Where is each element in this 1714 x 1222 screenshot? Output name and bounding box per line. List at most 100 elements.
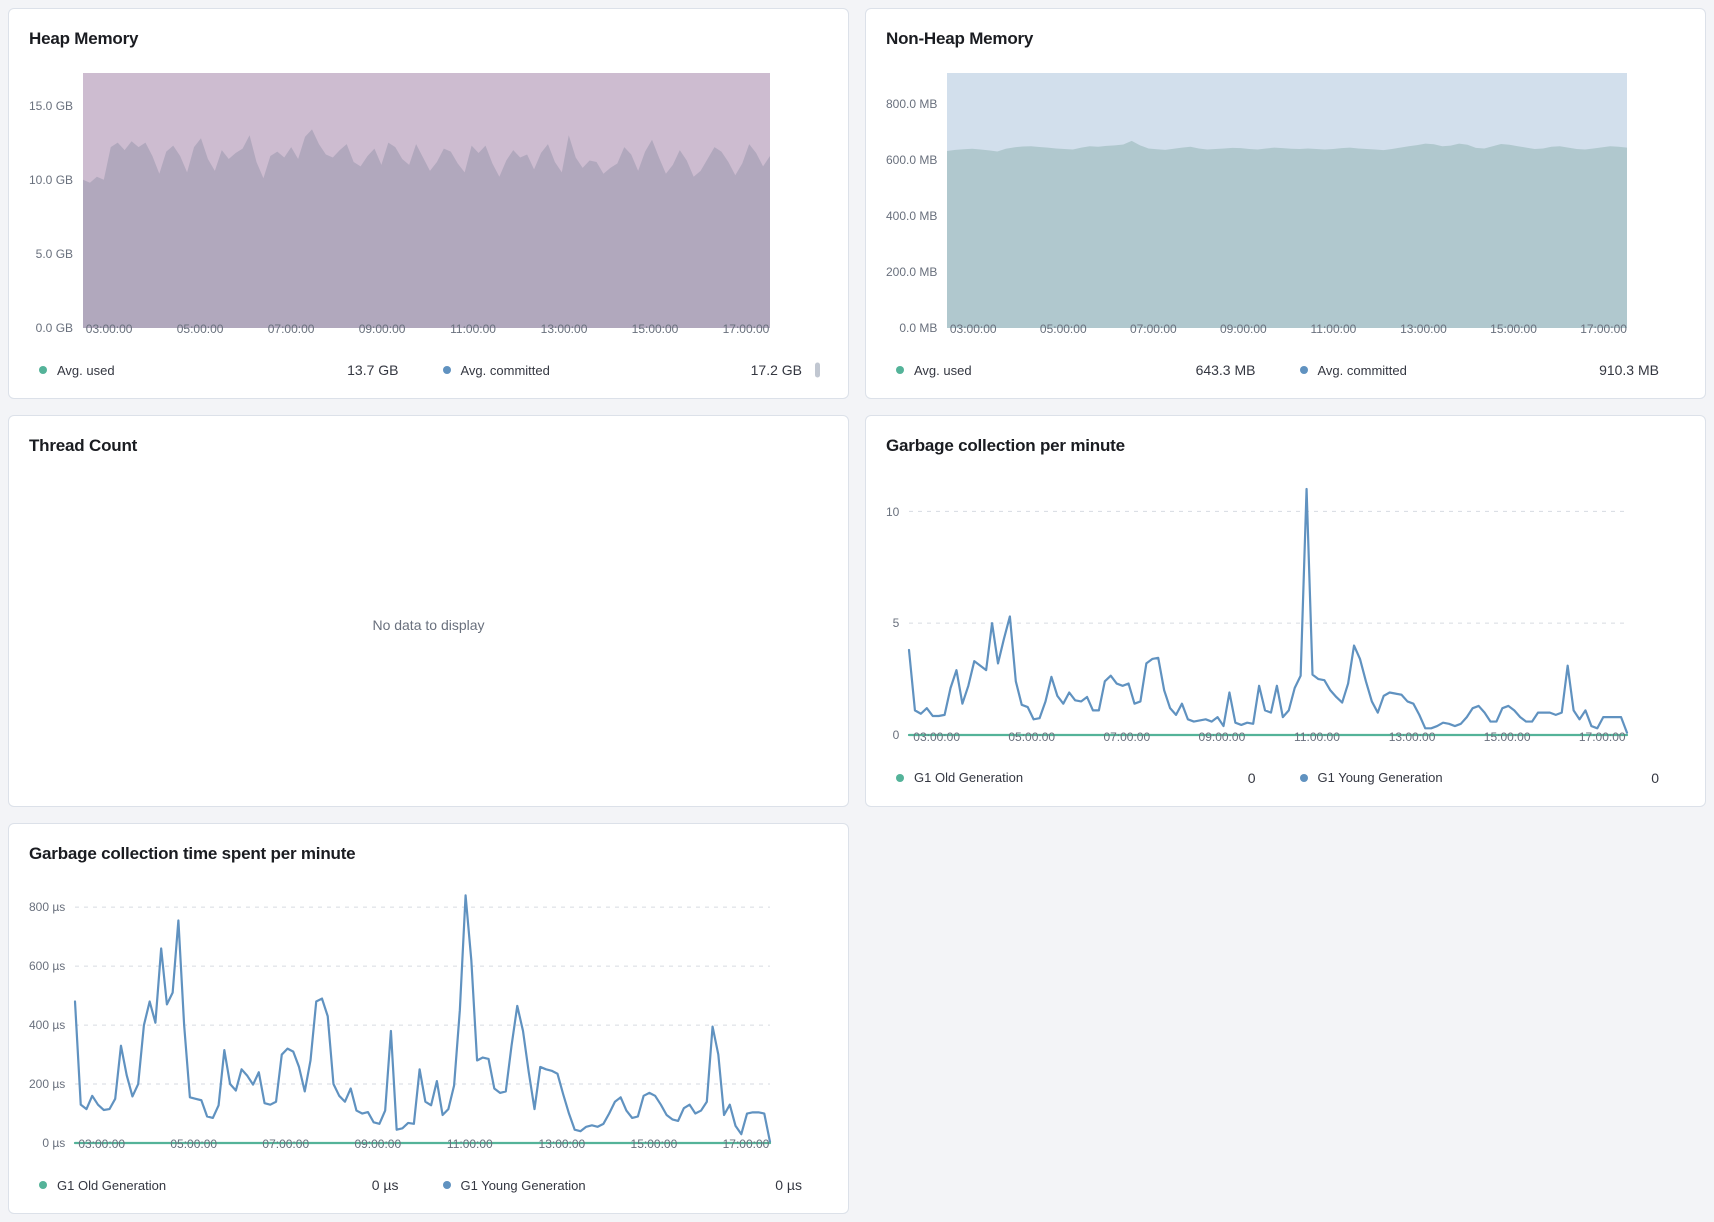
plot-area[interactable] — [908, 480, 1629, 737]
y-tick-label: 600 µs — [29, 958, 66, 973]
plot-area[interactable] — [74, 888, 772, 1144]
legend-label: Avg. used — [57, 362, 115, 378]
legend-value: 643.3 MB — [1195, 362, 1256, 379]
x-tick-label: 07:00:00 — [1103, 729, 1151, 744]
y-tick-label: 10.0 GB — [29, 172, 74, 187]
x-tick-label: 05:00:00 — [170, 1137, 218, 1151]
y-tick-label: 200 µs — [29, 1076, 66, 1091]
legend-dot-icon — [896, 773, 904, 782]
plot-column: 03:00:00 05:00:00 07:00:00 09:00:00 11:00:00… — [83, 73, 771, 342]
legend-dot-icon — [1299, 773, 1308, 782]
gc-time-spent-legend: G1 Old Generation 0 µs G1 Young Generation… — [29, 1177, 828, 1193]
line-series-g1-young-generation — [74, 893, 772, 1143]
legend-value: 13.7 GB — [347, 362, 399, 379]
y-tick-label: 200.0 MB — [886, 264, 938, 279]
legend-label: Avg. used — [914, 362, 972, 378]
gc-per-minute-chart[interactable]: 100510 03:00:0005:00:0007:00:0009:00:001… — [886, 480, 1685, 749]
x-tick-label: 15:00:00 — [1483, 729, 1531, 744]
panel-gc-time-spent: Garbage collection time spent per minute… — [8, 822, 849, 1214]
legend-dot-icon — [442, 366, 451, 375]
legend-item-avg-committed[interactable]: Avg. committed 910.3 MB — [1299, 362, 1659, 379]
y-tick-label: 0.0 MB — [899, 321, 938, 335]
legend-item-avg-used[interactable]: Avg. used 13.7 GB — [39, 362, 399, 378]
heap-memory-legend: Avg. used 13.7 GB Avg. committed 17.2 GB — [29, 362, 828, 378]
legend-label: G1 Young Generation — [1317, 770, 1443, 786]
plot-column: 03:00:00 05:00:00 07:00:00 09:00:00 11:00:00… — [74, 888, 772, 1157]
gc-per-minute-legend: G1 Old Generation 0 G1 Young Generation 0 — [886, 770, 1685, 786]
plot-area[interactable] — [947, 73, 1628, 328]
x-tick-label: 17:00:00 — [1578, 729, 1626, 744]
panel-title-non-heap-memory: Non-Heap Memory — [886, 29, 1034, 48]
legend-value: 0 µs — [371, 1177, 399, 1193]
plot-area[interactable] — [83, 73, 771, 328]
chart-svg — [83, 73, 771, 328]
chart-svg — [74, 893, 772, 1144]
legend-dot-icon — [442, 1181, 451, 1189]
legend-item-g1-young-generation[interactable]: G1 Young Generation 0 µs — [442, 1177, 802, 1193]
x-tick-label: 05:00:00 — [176, 322, 224, 337]
legend-value: 17.2 GB — [750, 362, 802, 379]
legend-value: 0 µs — [775, 1177, 802, 1193]
x-tick-label: 05:00:00 — [1039, 322, 1087, 337]
non-heap-memory-legend: Avg. used 643.3 MB Avg. committed 910.3 MB — [886, 362, 1685, 378]
legend-scrollbar-thumb[interactable] — [815, 362, 820, 378]
panel-gc-per-minute: Garbage collection per minute 100510 03:… — [865, 415, 1706, 807]
x-tick-label: 15:00:00 — [1490, 322, 1537, 337]
y-tick-label: 5.0 GB — [35, 246, 74, 261]
legend-label: G1 Young Generation — [460, 1177, 586, 1193]
x-tick-label: 07:00:00 — [262, 1137, 310, 1151]
x-tick-label: 13:00:00 — [1388, 729, 1436, 744]
x-tick-label: 15:00:00 — [630, 1137, 678, 1151]
legend-label: Avg. committed — [460, 362, 550, 378]
y-tick-label: 400.0 MB — [886, 208, 938, 223]
plot-column: 03:00:00 05:00:00 07:00:00 09:00:00 11:00:00… — [908, 480, 1629, 750]
y-tick-label: 10 — [886, 504, 900, 519]
x-tick-label: 03:00:00 — [913, 729, 960, 744]
x-tick-label: 11:00:00 — [450, 322, 496, 337]
y-tick-label: 0 — [892, 728, 900, 743]
empty-grid-cell — [865, 823, 1706, 1214]
x-tick-label: 15:00:00 — [631, 322, 679, 337]
x-tick-label: 13:00:00 — [538, 1137, 586, 1151]
x-tick-label: 09:00:00 — [1198, 729, 1246, 744]
legend-item-g1-old-generation[interactable]: G1 Old Generation 0 µs — [39, 1177, 399, 1193]
panel-title-gc-per-minute: Garbage collection per minute — [886, 436, 1125, 456]
legend-dot-icon — [39, 366, 47, 375]
x-tick-label: 03:00:00 — [78, 1137, 126, 1151]
x-tick-label: 13:00:00 — [540, 322, 588, 337]
legend-item-g1-old-generation[interactable]: G1 Old Generation 0 — [896, 770, 1256, 786]
no-data-message: No data to display — [372, 616, 485, 633]
x-axis: 03:00:00 05:00:00 07:00:00 09:00:00 11:00:00… — [83, 312, 770, 342]
y-axis: 100510 — [886, 480, 909, 749]
x-axis: 03:00:00 05:00:00 07:00:00 09:00:00 11:00:00… — [909, 720, 1627, 750]
x-tick-label: 09:00:00 — [1220, 322, 1267, 337]
x-axis: 03:00:00 05:00:00 07:00:00 09:00:00 11:00:00… — [75, 1127, 770, 1157]
legend-value: 910.3 MB — [1599, 362, 1659, 379]
panel-title-thread-count: Thread Count — [29, 436, 138, 456]
x-tick-label: 11:00:00 — [446, 1137, 493, 1151]
y-tick-label: 0.0 GB — [35, 321, 74, 335]
panel-thread-count: Thread Count No data to display — [8, 415, 849, 807]
panel-title-heap-memory: Heap Memory — [29, 29, 139, 48]
legend-label: G1 Old Generation — [914, 770, 1024, 786]
legend-value: 0 — [1651, 769, 1659, 786]
x-tick-label: 07:00:00 — [1129, 322, 1177, 337]
legend-label: G1 Old Generation — [57, 1177, 167, 1193]
x-tick-label: 09:00:00 — [358, 322, 406, 337]
area-series-avg-used — [83, 129, 771, 328]
x-tick-label: 03:00:00 — [85, 322, 133, 337]
x-tick-label: 17:00:00 — [722, 322, 770, 337]
legend-item-avg-used[interactable]: Avg. used 643.3 MB — [896, 362, 1256, 378]
panel-title-gc-time-spent: Garbage collection time spent per minute — [29, 843, 356, 863]
x-tick-label: 11:00:00 — [1310, 322, 1357, 337]
y-tick-label: 5 — [892, 616, 900, 631]
legend-item-g1-young-generation[interactable]: G1 Young Generation 0 — [1299, 769, 1659, 786]
legend-item-avg-committed[interactable]: Avg. committed 17.2 GB — [442, 362, 802, 379]
